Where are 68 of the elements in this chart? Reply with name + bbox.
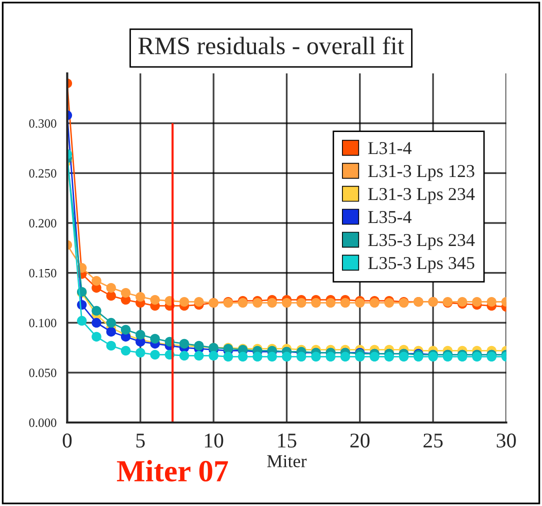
- x-tick-label: 30: [496, 434, 516, 448]
- point: [120, 324, 131, 335]
- point: [106, 340, 116, 351]
- point: [326, 298, 336, 308]
- y-tick-label: 0.300: [29, 119, 56, 128]
- point: [179, 350, 190, 361]
- point: [340, 298, 350, 308]
- point: [136, 292, 146, 302]
- point: [326, 352, 336, 362]
- point: [92, 332, 102, 342]
- y-tick-label: 0.200: [29, 219, 56, 228]
- point: [106, 282, 116, 293]
- point: [76, 316, 87, 326]
- point: [120, 288, 131, 298]
- x-tick-label: 15: [278, 434, 296, 448]
- point: [120, 346, 131, 356]
- point: [311, 352, 321, 362]
- legend-label: L31-3 Lps 123: [368, 165, 474, 181]
- point: [150, 294, 160, 305]
- point: [252, 352, 262, 362]
- point: [340, 352, 350, 362]
- point: [282, 352, 292, 362]
- point: [194, 350, 204, 361]
- x-tick-label: 10: [204, 434, 224, 448]
- point: [150, 350, 160, 360]
- y-tick-label: 0.000: [29, 418, 56, 428]
- point: [472, 296, 482, 307]
- x-axis-title: Miter: [267, 455, 307, 468]
- x-tick-label: 5: [136, 434, 145, 448]
- x-tick-label: 25: [424, 434, 443, 448]
- y-tick-label: 0.100: [29, 318, 56, 328]
- point: [179, 296, 190, 307]
- point: [370, 352, 380, 362]
- legend-label: L35-3 Lps 345: [368, 256, 474, 273]
- point: [296, 298, 306, 308]
- point: [267, 298, 277, 308]
- point: [136, 348, 146, 358]
- legend-label: L31-3 Lps 234: [368, 188, 475, 204]
- point: [92, 276, 102, 286]
- point: [106, 326, 116, 337]
- x-tick-label: 20: [350, 434, 370, 448]
- point: [194, 296, 204, 307]
- point: [106, 290, 116, 301]
- y-tick-label: 0.250: [29, 169, 56, 178]
- point: [267, 352, 277, 362]
- y-tick-label: 0.150: [29, 268, 56, 278]
- point: [282, 298, 292, 308]
- point: [106, 318, 116, 328]
- point: [384, 352, 394, 362]
- point: [355, 352, 365, 362]
- point: [92, 306, 102, 316]
- point: [208, 350, 218, 361]
- y-tick-label: 0.050: [29, 368, 56, 378]
- point: [223, 352, 234, 362]
- legend-label: L35-4: [368, 211, 412, 224]
- point: [398, 352, 409, 362]
- point: [92, 318, 102, 328]
- legend-label: L35-3 Lps 234: [368, 234, 475, 250]
- point: [296, 352, 306, 362]
- point: [238, 352, 248, 362]
- point: [136, 330, 146, 340]
- point: [150, 334, 160, 344]
- x-tick-label: 0: [62, 434, 72, 448]
- legend-label: L31-4: [368, 142, 412, 154]
- point: [311, 298, 321, 308]
- point: [486, 296, 496, 307]
- ref-line-label: Miter 07: [116, 460, 228, 482]
- chart-title: RMS residuals - overall fit: [138, 36, 404, 54]
